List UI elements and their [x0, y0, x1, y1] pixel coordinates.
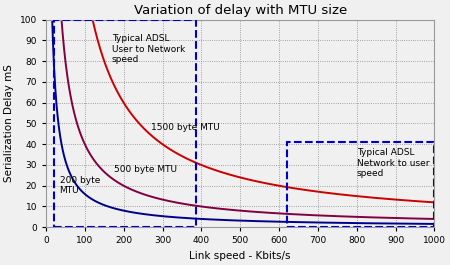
Bar — [287, 142, 434, 227]
Text: 500 byte MTU: 500 byte MTU — [114, 165, 177, 174]
Text: Typical ADSL
User to Network
speed: Typical ADSL User to Network speed — [112, 34, 185, 64]
X-axis label: Link speed - Kbits/s: Link speed - Kbits/s — [189, 251, 291, 261]
Text: 200 byte
MTU: 200 byte MTU — [59, 176, 100, 196]
Y-axis label: Serialization Delay mS: Serialization Delay mS — [4, 65, 14, 182]
Title: Variation of delay with MTU size: Variation of delay with MTU size — [134, 4, 347, 17]
Text: 1500 byte MTU: 1500 byte MTU — [151, 123, 220, 132]
Text: Typical ADSL
Network to user
speed: Typical ADSL Network to user speed — [357, 148, 429, 178]
Bar — [54, 20, 195, 227]
